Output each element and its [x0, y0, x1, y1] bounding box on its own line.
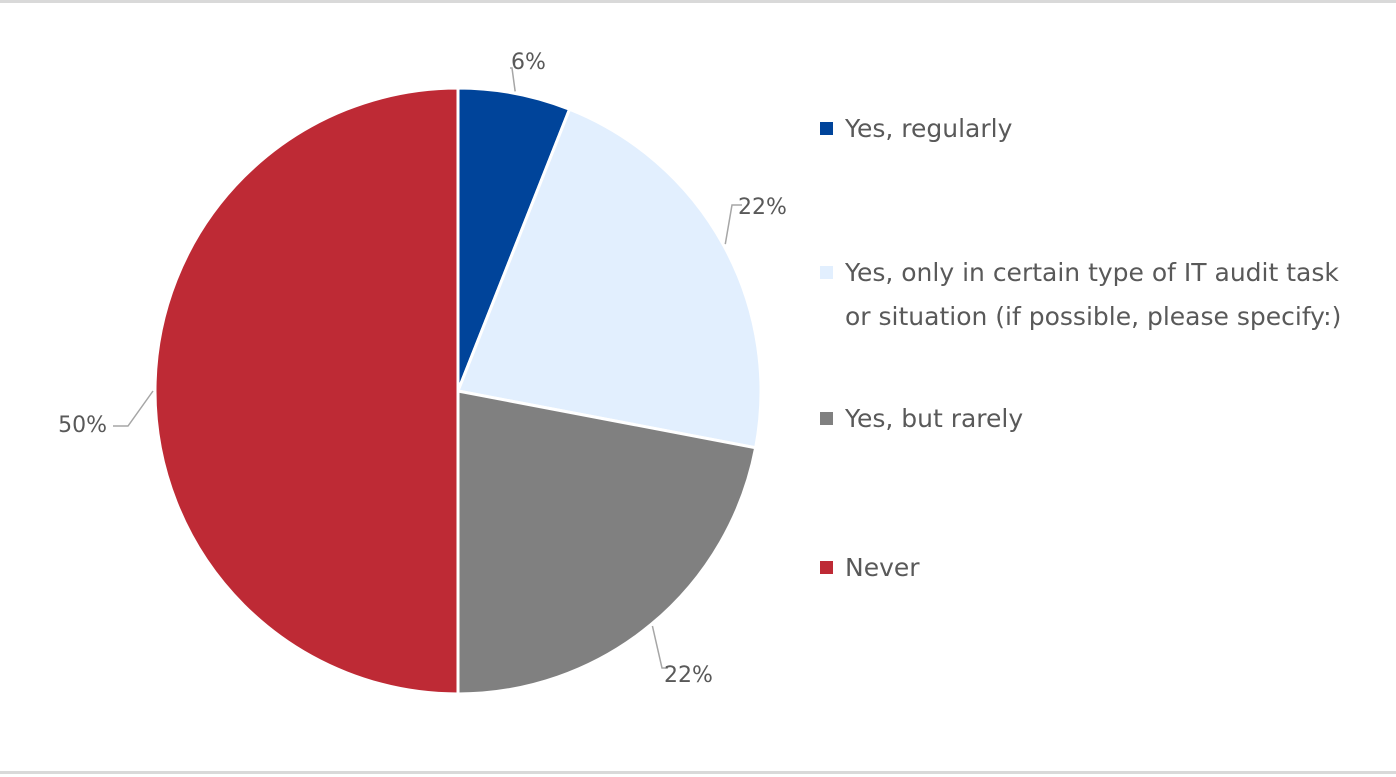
legend-label-yes-certain-tasks: Yes, only in certain type of IT audit ta…: [845, 258, 1342, 331]
legend-swatch-yes-regularly: [820, 122, 833, 135]
legend-swatch-yes-certain-tasks: [820, 266, 833, 279]
leader-lines: [113, 67, 742, 669]
legend-label-yes-regularly: Yes, regularly: [845, 114, 1013, 143]
leader-line-yes-certain-tasks: [724, 204, 742, 245]
data-label-yes-regularly: 6%: [511, 50, 546, 75]
data-label-never: 50%: [58, 413, 107, 438]
legend-swatch-yes-rarely: [820, 412, 833, 425]
legend-item-yes-rarely: Yes, but rarely: [820, 401, 1365, 441]
legend-item-yes-certain-tasks: Yes, only in certain type of IT audit ta…: [820, 255, 1345, 339]
data-labels: 6% 22% 22% 50%: [58, 50, 787, 688]
leader-line-yes-rarely: [651, 625, 668, 669]
data-label-yes-rarely: 22%: [664, 663, 713, 688]
leader-line-yes-regularly: [510, 67, 516, 92]
legend-label-never: Never: [845, 553, 920, 582]
legend-label-yes-rarely: Yes, but rarely: [845, 404, 1024, 433]
pie-slice-yes-certain-tasks: [455, 107, 763, 450]
pie-chart: 6% 22% 22% 50%: [58, 50, 787, 696]
pie-slice-yes-rarely: [456, 389, 758, 696]
legend-item-never: Never: [820, 550, 1365, 590]
legend-swatch-never: [820, 561, 833, 574]
pie-slices: [153, 86, 763, 696]
legend-item-yes-regularly: Yes, regularly: [820, 111, 1365, 151]
leader-line-never: [113, 390, 154, 427]
pie-slice-never: [153, 86, 460, 696]
legend: Yes, regularly Yes, only in certain type…: [820, 3, 1380, 777]
data-label-yes-certain-tasks: 22%: [738, 195, 787, 220]
